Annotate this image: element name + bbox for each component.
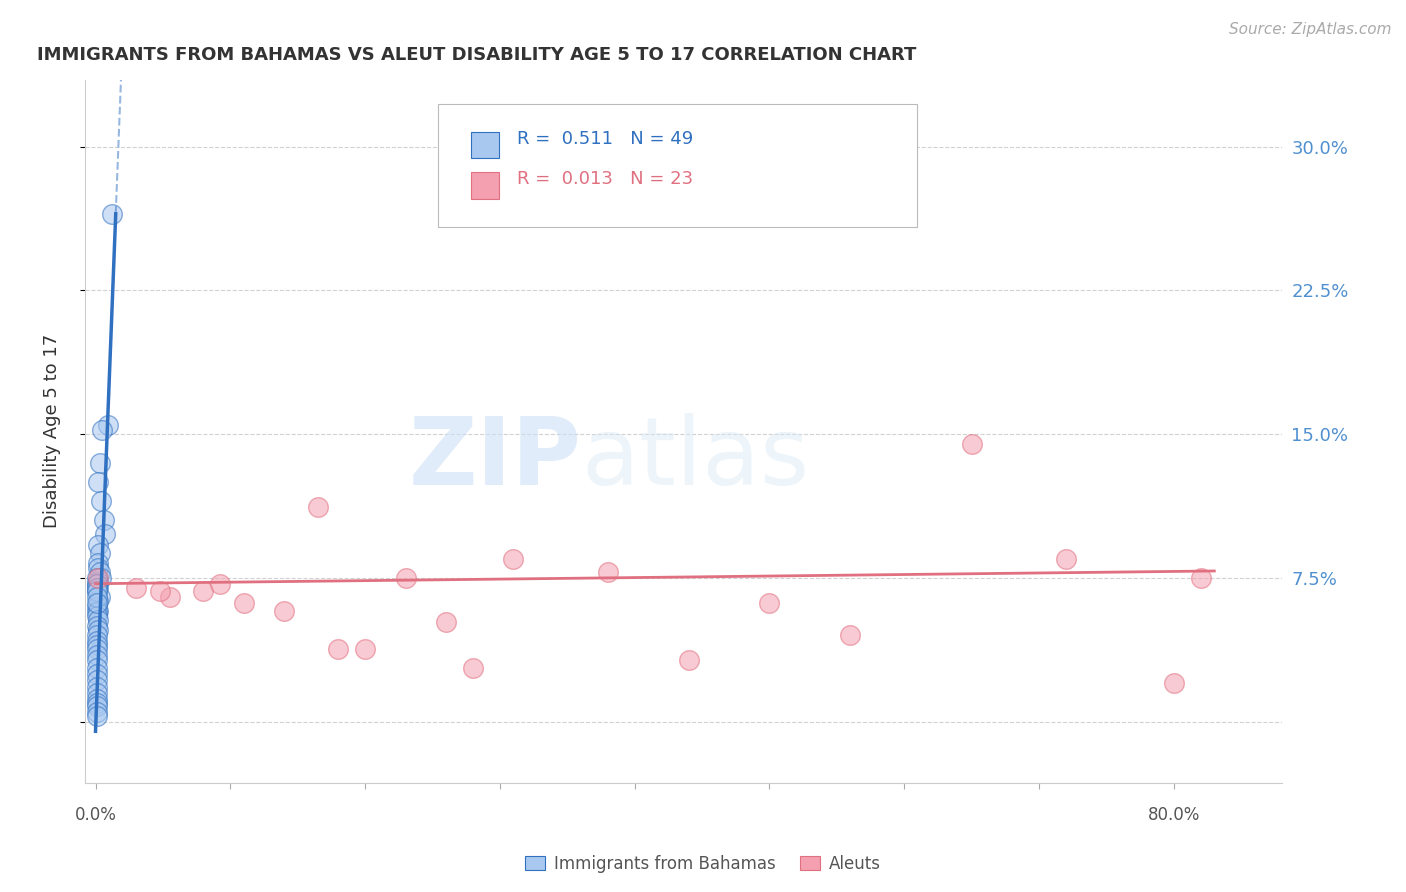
Point xyxy=(86,641,108,656)
Point xyxy=(87,623,110,637)
Point xyxy=(89,590,111,604)
Point xyxy=(960,437,983,451)
Y-axis label: Disability Age 5 to 17: Disability Age 5 to 17 xyxy=(44,334,60,528)
Point xyxy=(90,571,112,585)
Point xyxy=(89,546,111,560)
Point xyxy=(86,661,108,675)
Point xyxy=(208,576,231,591)
Point xyxy=(86,584,108,599)
Point xyxy=(86,680,108,694)
Point xyxy=(394,571,416,585)
Point xyxy=(502,551,524,566)
Point xyxy=(232,596,254,610)
Point xyxy=(86,619,108,633)
Point xyxy=(87,594,110,608)
Point xyxy=(87,571,110,585)
Point xyxy=(89,456,111,470)
Point xyxy=(93,513,115,527)
Point xyxy=(86,596,108,610)
Point xyxy=(86,638,108,652)
Text: R =  0.013   N = 23: R = 0.013 N = 23 xyxy=(516,169,693,188)
Point xyxy=(86,576,108,591)
Point xyxy=(86,590,108,604)
Point xyxy=(86,705,108,719)
Point xyxy=(86,699,108,714)
Point xyxy=(87,603,110,617)
Point xyxy=(86,696,108,710)
Point xyxy=(461,661,484,675)
Point xyxy=(87,538,110,552)
Point xyxy=(89,565,111,579)
Point xyxy=(86,666,108,681)
Point xyxy=(87,574,110,589)
Point xyxy=(100,207,122,221)
Point xyxy=(1054,551,1077,566)
Point xyxy=(91,423,114,437)
Point xyxy=(87,613,110,627)
Point xyxy=(1189,571,1212,585)
Text: Source: ZipAtlas.com: Source: ZipAtlas.com xyxy=(1229,22,1392,37)
Point xyxy=(1163,676,1185,690)
Point xyxy=(86,628,108,642)
Point xyxy=(86,648,108,662)
Bar xyxy=(471,132,499,159)
FancyBboxPatch shape xyxy=(437,104,917,227)
Point xyxy=(86,576,108,591)
Text: ZIP: ZIP xyxy=(409,414,582,506)
Text: 0.0%: 0.0% xyxy=(75,806,117,824)
Point xyxy=(273,603,295,617)
Point xyxy=(839,628,862,642)
Point xyxy=(97,417,120,432)
Text: IMMIGRANTS FROM BAHAMAS VS ALEUT DISABILITY AGE 5 TO 17 CORRELATION CHART: IMMIGRANTS FROM BAHAMAS VS ALEUT DISABIL… xyxy=(37,46,917,64)
Point xyxy=(86,609,108,624)
Point xyxy=(758,596,780,610)
Point xyxy=(86,634,108,648)
Point xyxy=(678,653,700,667)
Point xyxy=(328,641,350,656)
Point xyxy=(86,571,108,585)
Point xyxy=(86,686,108,700)
Point xyxy=(149,584,172,599)
Point xyxy=(90,494,112,508)
Point xyxy=(434,615,457,629)
Point xyxy=(307,500,329,514)
Point xyxy=(354,641,377,656)
Point xyxy=(193,584,215,599)
Point xyxy=(159,590,181,604)
Legend: Immigrants from Bahamas, Aleuts: Immigrants from Bahamas, Aleuts xyxy=(519,848,887,880)
Point xyxy=(94,527,117,541)
Point xyxy=(125,581,148,595)
Point xyxy=(86,606,108,620)
Text: atlas: atlas xyxy=(582,414,810,506)
Point xyxy=(87,556,110,570)
Point xyxy=(87,581,110,595)
Text: R =  0.511   N = 49: R = 0.511 N = 49 xyxy=(516,129,693,148)
Point xyxy=(86,584,108,599)
Bar xyxy=(471,172,499,199)
Point xyxy=(86,599,108,614)
Point xyxy=(86,709,108,723)
Point xyxy=(87,561,110,575)
Point xyxy=(86,581,108,595)
Point xyxy=(86,673,108,687)
Point xyxy=(86,653,108,667)
Point xyxy=(596,565,619,579)
Point xyxy=(87,475,110,490)
Text: 80.0%: 80.0% xyxy=(1147,806,1201,824)
Point xyxy=(86,691,108,706)
